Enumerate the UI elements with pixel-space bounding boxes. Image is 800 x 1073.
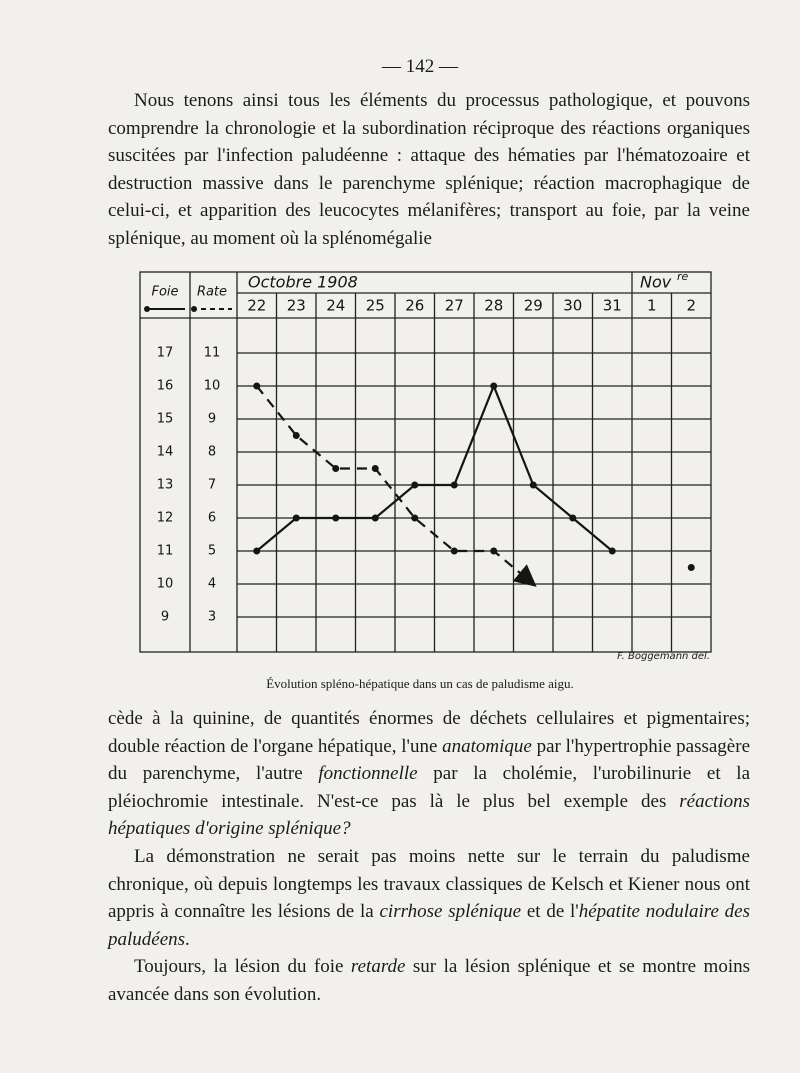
data-point: [332, 465, 340, 472]
y-tick-label: 16: [157, 379, 174, 394]
data-point: [608, 547, 616, 555]
paragraph: Toujours, la lésion du foie retarde sur …: [108, 953, 750, 1008]
frame: [139, 271, 712, 653]
x-tick-label: 22: [247, 297, 266, 315]
y-tick-label: 9: [161, 610, 169, 625]
paragraph: La démonstration ne serait pas moins net…: [108, 843, 750, 953]
y-tick-label: 10: [157, 577, 174, 592]
month-label: Nov: [640, 273, 672, 292]
y2-tick-label: 3: [208, 610, 216, 625]
text: Toujours, la lésion du foie: [134, 956, 351, 978]
data-point: [253, 547, 261, 555]
data-point: [450, 481, 458, 489]
text-block: Nous tenons ainsi tous les éléments du p…: [108, 87, 750, 253]
data-point: [411, 514, 419, 522]
y-tick-label: 13: [157, 478, 174, 493]
y2-tick-label: 6: [208, 511, 216, 526]
figure-caption: Évolution spléno-hépatique dans un cas d…: [266, 676, 574, 691]
data-point: [371, 514, 379, 522]
y2-tick-label: 7: [208, 478, 216, 493]
y-tick-label: 11: [157, 544, 174, 559]
y-tick-label: 17: [157, 346, 174, 361]
figure-credit: F. Boggemann del.: [617, 651, 710, 662]
data-point: [687, 564, 695, 571]
x-tick-label: 24: [326, 297, 345, 315]
series-line: [256, 383, 613, 552]
data-point: [529, 481, 537, 489]
data-point: [450, 547, 458, 555]
y2-tick-label: 8: [208, 445, 216, 460]
text: par l'hypertrophie passagère du parenchy…: [108, 735, 751, 785]
data-point: [292, 514, 300, 522]
data-point: [490, 382, 498, 390]
text: par la cholémie, l'urobilinurie et la pl…: [108, 763, 751, 812]
text: sur la lésion splénique et se montre moi…: [108, 956, 750, 1005]
y2-tick-label: 9: [208, 412, 216, 427]
y-tick-label: 12: [157, 511, 174, 526]
month-label: Octobre 1908: [248, 273, 358, 292]
month-label-sup: re: [677, 270, 689, 283]
y2-tick-label: 11: [204, 346, 221, 361]
series-line: [255, 385, 537, 587]
text: La démonstration ne serait pas moins net…: [108, 845, 750, 923]
data-point: [569, 514, 577, 522]
legend-label: Rate: [197, 285, 227, 300]
paragraph: cède à la quinine, de quantités énormes …: [108, 705, 750, 843]
x-tick-label: 2: [686, 297, 696, 315]
x-tick-label: 23: [287, 297, 306, 315]
data-point: [411, 481, 419, 489]
text: .: [185, 928, 190, 950]
chart: Octobre 1908 Nov re 22 23 24 25 26 27 28 29 30 31…: [139, 270, 712, 653]
page-number: — 142 —: [382, 56, 458, 77]
x-tick-label: 25: [366, 297, 385, 315]
y2-tick-label: 5: [208, 544, 216, 559]
x-tick-label: 31: [603, 297, 622, 315]
data-point: [253, 382, 261, 390]
y2-tick-label: 4: [208, 577, 216, 592]
text-block: cède à la quinine, de quantités énormes …: [108, 705, 750, 1009]
paragraph: Nous tenons ainsi tous les éléments du p…: [108, 87, 750, 253]
italic-text: cirrhose splénique: [379, 901, 522, 923]
data-point: [332, 514, 340, 522]
legend-dot: [144, 306, 150, 312]
x-tick-label: 28: [484, 297, 503, 315]
data-point: [490, 547, 498, 555]
y2-tick-label: 10: [204, 379, 221, 394]
y-tick-label: 14: [157, 445, 174, 460]
y-tick-label: 15: [157, 412, 174, 427]
legend-dot: [191, 306, 197, 312]
italic-text: hépatite nodulaire des paludéens: [108, 901, 750, 950]
legend-label: Foie: [151, 285, 178, 300]
italic-text: anatomique: [442, 735, 532, 757]
data-point: [292, 432, 300, 439]
x-tick-label: 29: [524, 297, 543, 315]
x-tick-label: 27: [445, 297, 464, 315]
text: cède à la quinine, de quantités énormes …: [108, 708, 750, 757]
italic-text: fonctionnelle: [318, 763, 418, 785]
x-tick-label: 26: [405, 297, 424, 315]
x-tick-label: 30: [563, 297, 582, 315]
italic-text: retarde: [350, 956, 406, 978]
italic-text: réactions hépatiques d'origine splénique…: [108, 790, 750, 840]
x-tick-label: 1: [647, 297, 657, 315]
data-point: [371, 465, 379, 472]
text: Nous tenons ainsi tous les éléments du p…: [108, 90, 750, 249]
text: et de l': [521, 901, 579, 923]
